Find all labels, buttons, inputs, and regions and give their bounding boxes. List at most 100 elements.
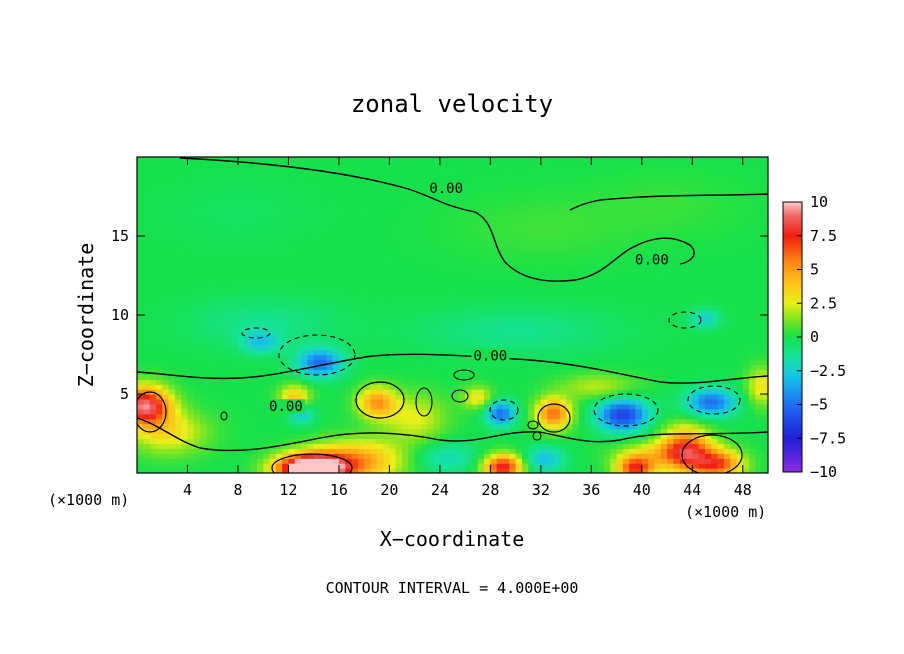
heatmap-cell bbox=[433, 463, 441, 469]
heatmap-cell bbox=[269, 354, 277, 361]
heatmap-cell bbox=[761, 295, 768, 301]
heatmap-cell bbox=[345, 463, 353, 469]
heatmap-cell bbox=[383, 458, 390, 464]
heatmap-cell bbox=[685, 265, 693, 272]
heatmap-cell bbox=[225, 374, 233, 380]
heatmap-cell bbox=[364, 428, 372, 435]
heatmap-cell bbox=[301, 384, 308, 390]
heatmap-cell bbox=[679, 364, 687, 370]
heatmap-cell bbox=[155, 240, 163, 247]
heatmap-cell bbox=[313, 265, 321, 272]
heatmap-cell bbox=[711, 285, 719, 291]
heatmap-cell bbox=[515, 418, 523, 425]
heatmap-cell bbox=[275, 280, 283, 286]
heatmap-cell bbox=[200, 364, 208, 370]
heatmap-cell bbox=[597, 290, 605, 296]
heatmap-cell bbox=[200, 468, 208, 473]
heatmap-cell bbox=[338, 423, 346, 430]
heatmap-cell bbox=[477, 319, 485, 326]
heatmap-cell bbox=[345, 403, 353, 410]
heatmap-cell bbox=[679, 300, 687, 306]
heatmap-cell bbox=[572, 275, 580, 282]
heatmap-cell bbox=[553, 315, 561, 321]
heatmap-cell bbox=[181, 315, 189, 321]
heatmap-cell bbox=[477, 329, 485, 336]
heatmap-cell bbox=[269, 275, 277, 282]
heatmap-cell bbox=[648, 339, 656, 346]
heatmap-cell bbox=[578, 463, 586, 469]
heatmap-cell bbox=[502, 364, 510, 370]
heatmap-cell bbox=[345, 418, 353, 425]
heatmap-cell bbox=[338, 448, 346, 454]
heatmap-cell bbox=[553, 231, 561, 237]
heatmap-cell bbox=[717, 236, 725, 242]
heatmap-cell bbox=[433, 364, 441, 370]
heatmap-cell bbox=[269, 349, 277, 356]
heatmap-cell bbox=[477, 231, 485, 237]
heatmap-cell bbox=[616, 403, 624, 410]
heatmap-cell bbox=[534, 240, 542, 247]
heatmap-cell bbox=[313, 394, 321, 400]
heatmap-cell bbox=[685, 389, 693, 395]
heatmap-cell bbox=[679, 468, 687, 473]
heatmap-cell bbox=[490, 329, 498, 336]
heatmap-cell bbox=[566, 423, 573, 430]
heatmap-cell bbox=[585, 270, 592, 277]
heatmap-cell bbox=[679, 453, 687, 459]
heatmap-cell bbox=[540, 315, 548, 321]
heatmap-cell bbox=[572, 324, 580, 331]
heatmap-cell bbox=[427, 300, 435, 306]
heatmap-cell bbox=[730, 394, 738, 400]
heatmap-cell bbox=[540, 369, 548, 375]
heatmap-cell bbox=[149, 290, 157, 296]
heatmap-cell bbox=[477, 379, 485, 385]
heatmap-cell bbox=[338, 403, 346, 410]
heatmap-cell bbox=[578, 418, 586, 425]
heatmap-cell bbox=[755, 394, 763, 400]
heatmap-cell bbox=[635, 349, 643, 356]
heatmap-cell bbox=[685, 374, 693, 380]
heatmap-cell bbox=[761, 384, 768, 390]
heatmap-cell bbox=[534, 260, 542, 267]
heatmap-cell bbox=[629, 448, 637, 454]
heatmap-cell bbox=[465, 344, 473, 351]
heatmap-cell bbox=[578, 408, 586, 415]
heatmap-cell bbox=[427, 339, 435, 346]
heatmap-cell bbox=[717, 438, 725, 444]
heatmap-cell bbox=[660, 463, 668, 469]
heatmap-cell bbox=[490, 423, 498, 430]
heatmap-cell bbox=[679, 369, 687, 375]
heatmap-cell bbox=[149, 384, 157, 390]
heatmap-cell bbox=[559, 324, 567, 331]
heatmap-cell bbox=[471, 408, 479, 415]
heatmap-cell bbox=[263, 315, 271, 321]
heatmap-cell bbox=[742, 265, 750, 272]
heatmap-cell bbox=[648, 394, 656, 400]
heatmap-cell bbox=[162, 364, 170, 370]
heatmap-cell bbox=[730, 305, 738, 311]
heatmap-cell bbox=[332, 364, 340, 370]
heatmap-cell bbox=[654, 389, 662, 395]
heatmap-cell bbox=[219, 453, 226, 459]
heatmap-cell bbox=[723, 290, 731, 296]
heatmap-cell bbox=[408, 453, 416, 459]
heatmap-cell bbox=[370, 468, 378, 473]
heatmap-cell bbox=[193, 463, 201, 469]
heatmap-cell bbox=[654, 339, 662, 346]
heatmap-cell bbox=[427, 408, 435, 415]
heatmap-cell bbox=[477, 255, 485, 262]
heatmap-cell bbox=[446, 260, 454, 267]
heatmap-cell bbox=[742, 413, 750, 420]
heatmap-cell bbox=[458, 255, 466, 262]
heatmap-cell bbox=[370, 364, 378, 370]
heatmap-cell bbox=[477, 433, 485, 440]
heatmap-cell bbox=[496, 443, 504, 449]
heatmap-cell bbox=[717, 295, 725, 301]
heatmap-cell bbox=[313, 374, 321, 380]
heatmap-cell bbox=[143, 255, 151, 262]
heatmap-cell bbox=[654, 285, 662, 291]
heatmap-cell bbox=[250, 300, 258, 306]
heatmap-cell bbox=[155, 285, 163, 291]
heatmap-cell bbox=[673, 458, 681, 464]
heatmap-cell bbox=[723, 468, 731, 473]
